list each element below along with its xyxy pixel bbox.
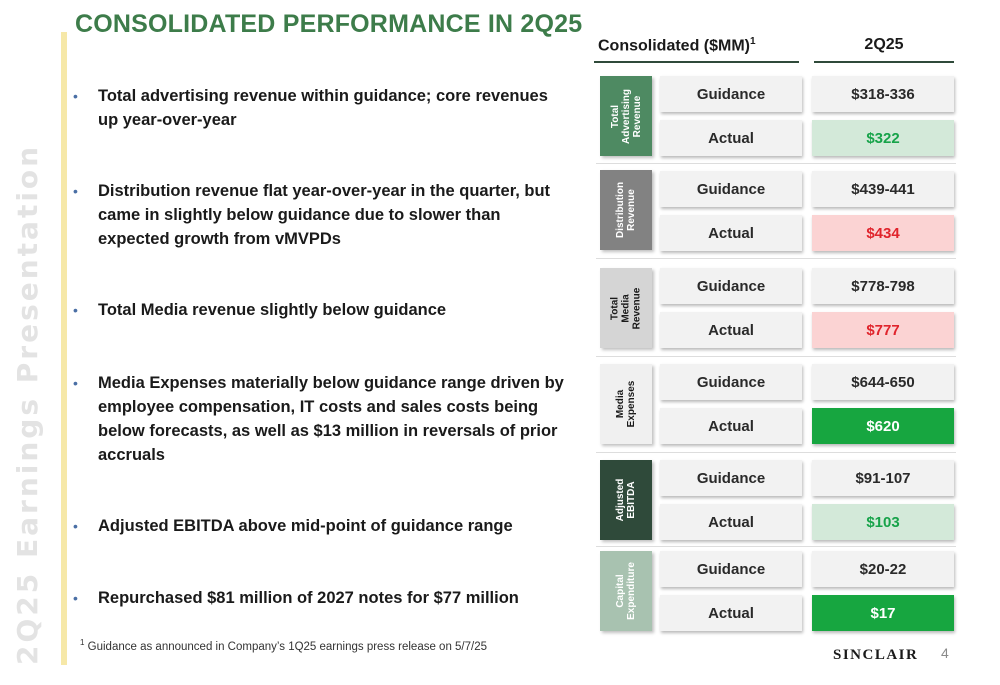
category-label-text: Adjusted EBITDA bbox=[615, 478, 637, 522]
guidance-label-media-expenses: Guidance bbox=[660, 364, 802, 400]
table-header-rule bbox=[814, 61, 954, 63]
page-number: 4 bbox=[941, 645, 949, 661]
company-logo: SINCLAIR bbox=[833, 647, 919, 663]
guidance-value-advertising: $318-336 bbox=[812, 76, 954, 112]
category-label-media-revenue: Total Media Revenue bbox=[600, 268, 652, 348]
actual-label-advertising: Actual bbox=[660, 120, 802, 156]
side-watermark-label: 2Q25 Earnings Presentation bbox=[11, 143, 44, 665]
table-header-period: 2Q25 bbox=[864, 36, 904, 53]
footnote-text: Guidance as announced in Company’s 1Q25 … bbox=[87, 640, 488, 653]
bullet-text: Media Expenses materially below guidance… bbox=[98, 374, 564, 464]
guidance-value-distribution: $439-441 bbox=[812, 171, 954, 207]
bullet-text: Distribution revenue flat year-over-year… bbox=[98, 182, 551, 248]
page-title: CONSOLIDATED PERFORMANCE IN 2Q25 bbox=[75, 10, 583, 38]
actual-label-capex: Actual bbox=[660, 595, 802, 631]
guidance-label-media-revenue: Guidance bbox=[660, 268, 802, 304]
actual-value-capex: $17 bbox=[812, 595, 954, 631]
accent-bar bbox=[61, 32, 67, 665]
category-label-text: Total Media Revenue bbox=[609, 287, 643, 329]
bullet-marker: • bbox=[73, 88, 78, 104]
footnote: 1 Guidance as announced in Company’s 1Q2… bbox=[80, 638, 487, 653]
bullet-item-advertising: • Total advertising revenue within guida… bbox=[72, 84, 572, 132]
category-label-capex: Capital Expenditure bbox=[600, 551, 652, 631]
guidance-value-capex: $20-22 bbox=[812, 551, 954, 587]
table-header-metric: Consolidated ($MM)1 bbox=[598, 36, 798, 55]
bullet-item-repurchase: • Repurchased $81 million of 2027 notes … bbox=[72, 586, 572, 610]
actual-label-media-revenue: Actual bbox=[660, 312, 802, 348]
bullet-text: Adjusted EBITDA above mid-point of guida… bbox=[98, 517, 513, 535]
category-label-advertising: Total Advertising Revenue bbox=[600, 76, 652, 156]
actual-value-media-revenue: $777 bbox=[812, 312, 954, 348]
bullet-item-distribution: • Distribution revenue flat year-over-ye… bbox=[72, 179, 572, 251]
table-header-footnote-marker: 1 bbox=[750, 36, 756, 47]
guidance-value-ebitda: $91-107 bbox=[812, 460, 954, 496]
actual-label-ebitda: Actual bbox=[660, 504, 802, 540]
bullet-marker: • bbox=[73, 302, 78, 318]
bullet-item-media-expenses: • Media Expenses materially below guidan… bbox=[72, 371, 572, 467]
row-separator bbox=[596, 452, 956, 453]
category-label-distribution: Distribution Revenue bbox=[600, 170, 652, 250]
guidance-label-capex: Guidance bbox=[660, 551, 802, 587]
bullet-item-media-revenue: • Total Media revenue slightly below gui… bbox=[72, 298, 572, 322]
category-label-text: Distribution Revenue bbox=[615, 181, 638, 239]
guidance-label-distribution: Guidance bbox=[660, 171, 802, 207]
row-separator bbox=[596, 163, 956, 164]
table-header-metric-label: Consolidated ($MM) bbox=[598, 37, 750, 55]
guidance-value-media-expenses: $644-650 bbox=[812, 364, 954, 400]
actual-value-media-expenses: $620 bbox=[812, 408, 954, 444]
category-label-ebitda: Adjusted EBITDA bbox=[600, 460, 652, 540]
category-label-media-expenses: Media Expenses bbox=[600, 364, 652, 444]
bullet-marker: • bbox=[73, 375, 78, 391]
table-header-rule bbox=[594, 61, 799, 63]
bullet-marker: • bbox=[73, 518, 78, 534]
footnote-marker: 1 bbox=[80, 638, 85, 647]
actual-value-advertising: $322 bbox=[812, 120, 954, 156]
bullet-marker: • bbox=[73, 183, 78, 199]
row-separator bbox=[596, 546, 956, 547]
row-separator bbox=[596, 258, 956, 259]
guidance-label-ebitda: Guidance bbox=[660, 460, 802, 496]
bullet-text: Total Media revenue slightly below guida… bbox=[98, 301, 447, 319]
actual-value-ebitda: $103 bbox=[812, 504, 954, 540]
bullet-text: Total advertising revenue within guidanc… bbox=[98, 87, 548, 129]
bullet-marker: • bbox=[73, 590, 78, 606]
actual-label-distribution: Actual bbox=[660, 215, 802, 251]
guidance-label-advertising: Guidance bbox=[660, 76, 802, 112]
guidance-value-media-revenue: $778-798 bbox=[812, 268, 954, 304]
category-label-text: Capital Expenditure bbox=[615, 562, 637, 620]
bullet-text: Repurchased $81 million of 2027 notes fo… bbox=[98, 589, 519, 607]
actual-label-media-expenses: Actual bbox=[660, 408, 802, 444]
bullet-item-ebitda: • Adjusted EBITDA above mid-point of gui… bbox=[72, 514, 572, 538]
actual-value-distribution: $434 bbox=[812, 215, 954, 251]
category-label-text: Media Expenses bbox=[615, 380, 637, 428]
category-label-text: Total Advertising Revenue bbox=[609, 88, 643, 144]
row-separator bbox=[596, 356, 956, 357]
